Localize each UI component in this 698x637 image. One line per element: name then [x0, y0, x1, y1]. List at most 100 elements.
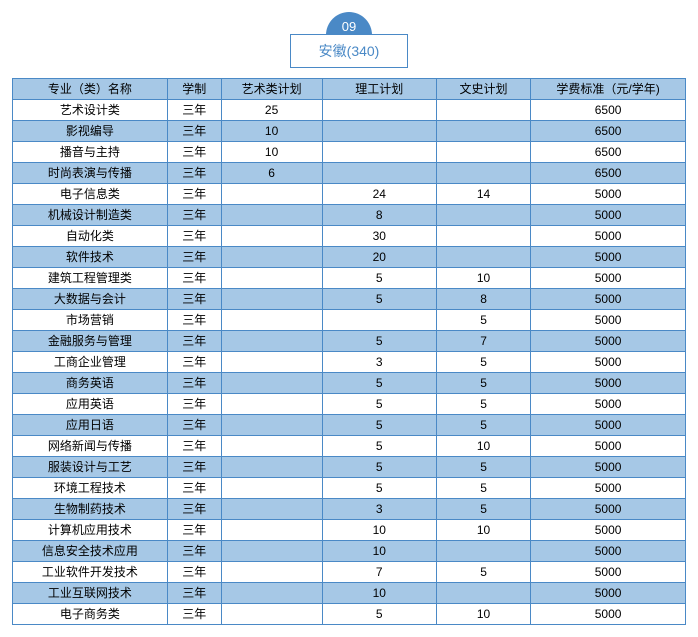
table-cell: [221, 373, 322, 394]
table-cell: 信息安全技术应用: [13, 541, 168, 562]
table-cell: [221, 583, 322, 604]
table-cell: [436, 205, 530, 226]
table-cell: 10: [436, 520, 530, 541]
column-header: 文史计划: [436, 79, 530, 100]
table-cell: [221, 205, 322, 226]
table-cell: 环境工程技术: [13, 478, 168, 499]
table-cell: 10: [221, 142, 322, 163]
region-title: 安徽(340): [290, 34, 409, 68]
table-cell: [322, 142, 436, 163]
table-cell: [221, 247, 322, 268]
table-cell: 5: [322, 478, 436, 499]
column-header: 艺术类计划: [221, 79, 322, 100]
table-cell: 5000: [531, 247, 686, 268]
table-cell: 5000: [531, 583, 686, 604]
table-cell: 三年: [167, 289, 221, 310]
table-row: 自动化类三年305000: [13, 226, 686, 247]
table-row: 大数据与会计三年585000: [13, 289, 686, 310]
table-cell: 5: [322, 331, 436, 352]
table-cell: 商务英语: [13, 373, 168, 394]
table-cell: 6: [221, 163, 322, 184]
table-cell: 7: [436, 331, 530, 352]
table-cell: 市场营销: [13, 310, 168, 331]
table-cell: 电子商务类: [13, 604, 168, 625]
table-cell: 5: [322, 457, 436, 478]
table-cell: 10: [322, 520, 436, 541]
table-cell: 5000: [531, 331, 686, 352]
table-row: 影视编导三年106500: [13, 121, 686, 142]
table-cell: 5000: [531, 499, 686, 520]
table-cell: 应用英语: [13, 394, 168, 415]
table-cell: 计算机应用技术: [13, 520, 168, 541]
table-cell: [221, 520, 322, 541]
table-cell: 播音与主持: [13, 142, 168, 163]
table-cell: 电子信息类: [13, 184, 168, 205]
column-header: 学费标准（元/学年): [531, 79, 686, 100]
table-cell: 三年: [167, 499, 221, 520]
table-cell: [322, 310, 436, 331]
table-cell: 三年: [167, 478, 221, 499]
table-cell: 工业互联网技术: [13, 583, 168, 604]
column-header: 理工计划: [322, 79, 436, 100]
table-cell: 5: [436, 352, 530, 373]
table-row: 计算机应用技术三年10105000: [13, 520, 686, 541]
table-cell: 5: [436, 499, 530, 520]
table-cell: 服装设计与工艺: [13, 457, 168, 478]
table-cell: 三年: [167, 583, 221, 604]
column-header: 专业（类）名称: [13, 79, 168, 100]
table-cell: 三年: [167, 100, 221, 121]
table-cell: [436, 163, 530, 184]
table-cell: [221, 436, 322, 457]
table-cell: 10: [436, 268, 530, 289]
table-cell: [221, 604, 322, 625]
table-cell: 大数据与会计: [13, 289, 168, 310]
table-cell: 5: [436, 310, 530, 331]
table-cell: 10: [221, 121, 322, 142]
table-cell: [221, 331, 322, 352]
table-body: 艺术设计类三年256500影视编导三年106500播音与主持三年106500时尚…: [13, 100, 686, 625]
table-row: 商务英语三年555000: [13, 373, 686, 394]
table-cell: 5000: [531, 520, 686, 541]
table-cell: [221, 562, 322, 583]
table-cell: 三年: [167, 247, 221, 268]
table-cell: [436, 121, 530, 142]
table-row: 工业互联网技术三年105000: [13, 583, 686, 604]
table-cell: 5000: [531, 394, 686, 415]
table-cell: 6500: [531, 163, 686, 184]
table-cell: [221, 415, 322, 436]
table-row: 工商企业管理三年355000: [13, 352, 686, 373]
table-cell: 24: [322, 184, 436, 205]
table-row: 应用日语三年555000: [13, 415, 686, 436]
table-cell: 5: [322, 436, 436, 457]
table-cell: [221, 457, 322, 478]
table-cell: [436, 541, 530, 562]
table-cell: 软件技术: [13, 247, 168, 268]
table-cell: 5000: [531, 184, 686, 205]
table-cell: 5000: [531, 289, 686, 310]
table-cell: [436, 142, 530, 163]
table-cell: 6500: [531, 142, 686, 163]
table-row: 电子商务类三年5105000: [13, 604, 686, 625]
table-cell: 5: [322, 373, 436, 394]
table-cell: 艺术设计类: [13, 100, 168, 121]
table-cell: [221, 352, 322, 373]
table-row: 市场营销三年55000: [13, 310, 686, 331]
table-cell: 10: [322, 541, 436, 562]
table-cell: 三年: [167, 394, 221, 415]
table-cell: 5: [436, 373, 530, 394]
table-cell: 5000: [531, 310, 686, 331]
table-row: 网络新闻与传播三年5105000: [13, 436, 686, 457]
table-cell: 三年: [167, 541, 221, 562]
table-cell: 5000: [531, 541, 686, 562]
table-cell: 14: [436, 184, 530, 205]
table-cell: 7: [322, 562, 436, 583]
table-cell: 5000: [531, 562, 686, 583]
table-cell: 5000: [531, 226, 686, 247]
table-row: 电子信息类三年24145000: [13, 184, 686, 205]
table-cell: [436, 247, 530, 268]
table-cell: 5: [436, 457, 530, 478]
table-cell: [221, 289, 322, 310]
table-cell: 5000: [531, 352, 686, 373]
table-cell: [436, 226, 530, 247]
table-cell: 生物制药技术: [13, 499, 168, 520]
